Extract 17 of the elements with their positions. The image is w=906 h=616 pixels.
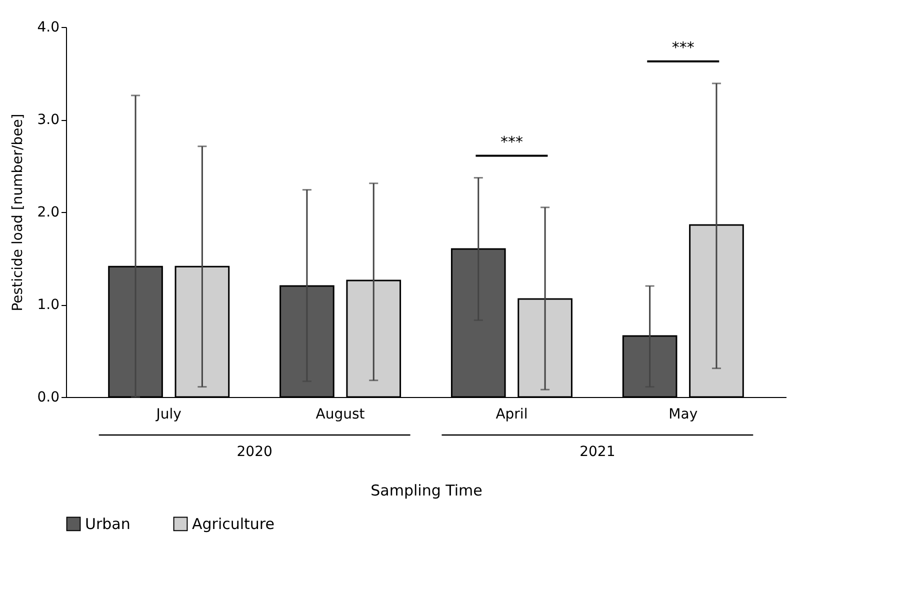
x-tick-label: May <box>668 406 698 422</box>
x-tick-label: April <box>496 406 528 422</box>
x-tick-label: July <box>155 406 182 422</box>
y-tick-label: 3.0 <box>37 112 60 128</box>
x-tick-label: August <box>316 406 366 422</box>
y-tick-label: 0.0 <box>37 390 60 406</box>
legend-label: Agriculture <box>192 514 274 533</box>
text: 2021 <box>580 444 616 460</box>
y-tick-label: 1.0 <box>37 297 60 313</box>
y-tick-label: 4.0 <box>37 20 60 36</box>
y-tick-label: 2.0 <box>37 204 60 220</box>
legend-label: Urban <box>85 514 130 533</box>
annotation: *** <box>500 132 524 151</box>
annotation: *** <box>672 38 695 56</box>
x-axis-title: Sampling Time <box>370 482 482 500</box>
y-axis-title: Pesticide load [number/bee] <box>10 114 26 312</box>
text: 2020 <box>236 444 272 460</box>
